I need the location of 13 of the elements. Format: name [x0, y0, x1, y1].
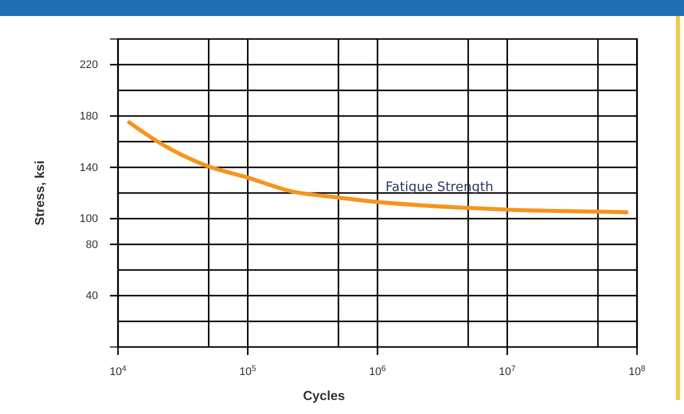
y-tick-label: 220: [80, 59, 98, 72]
x-axis-title: Cycles: [303, 388, 345, 403]
y-tick-label: 80: [86, 238, 98, 251]
y-tick-label: 140: [80, 162, 98, 174]
x-tick-label: 10$^{4}$: [110, 363, 127, 378]
x-tick-label: 10$^{7}$: [498, 363, 516, 378]
y-tick-label: 180: [80, 110, 98, 123]
x-tick-label: 10$^{6}$: [369, 363, 386, 378]
x-tick-label: 10$^{8}$: [628, 363, 646, 378]
x-tick-label: 10$^{5}$: [239, 363, 257, 378]
y-tick-label: 100: [80, 213, 98, 226]
y-axis-title: Stress, ksi: [32, 160, 47, 226]
y-tick-label: 40: [86, 290, 98, 302]
